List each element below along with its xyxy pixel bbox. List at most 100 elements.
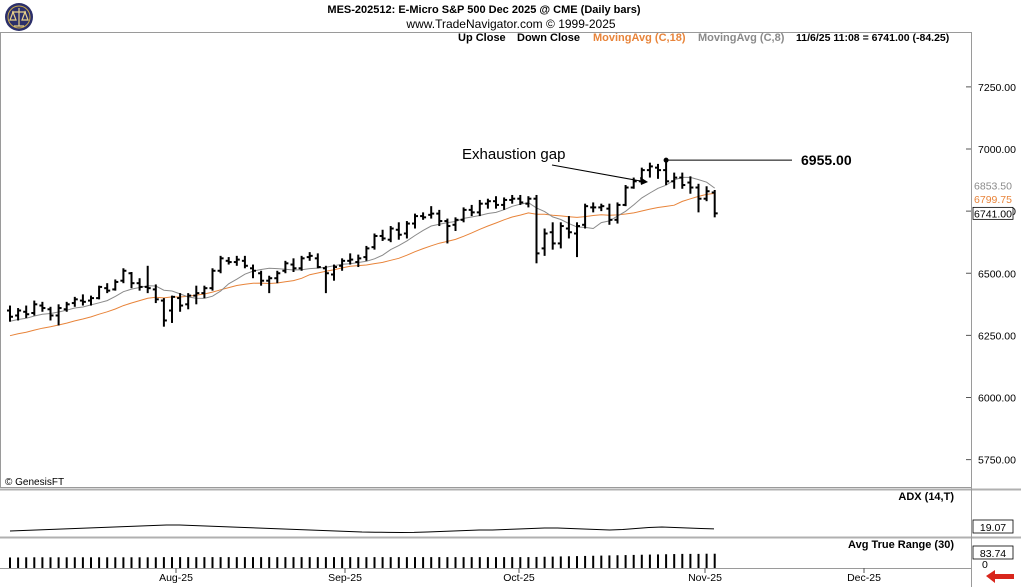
atr-value-box bbox=[972, 545, 1014, 560]
price-bar bbox=[517, 194, 524, 205]
y-tick-label: 6000.00 bbox=[978, 393, 1016, 405]
price-bar bbox=[598, 203, 605, 212]
price-bar bbox=[225, 257, 232, 265]
price-bar bbox=[152, 284, 159, 304]
price-bar bbox=[314, 253, 321, 269]
price-bar bbox=[274, 270, 281, 284]
adx-line bbox=[9, 524, 715, 534]
nav-arrow-icon[interactable] bbox=[986, 570, 1014, 583]
price-bar bbox=[339, 258, 346, 271]
price-bar bbox=[290, 258, 297, 273]
price-bar bbox=[582, 203, 589, 229]
price-readout: 11/6/25 11:08 = 6741.00 (-84.25) bbox=[796, 32, 949, 44]
price-bar bbox=[557, 222, 564, 249]
price-bar bbox=[112, 279, 119, 291]
price-label-ma8: 6853.50 bbox=[974, 180, 1012, 192]
price-bar bbox=[412, 213, 418, 229]
price-bar bbox=[444, 218, 451, 244]
price-bar bbox=[371, 233, 378, 250]
price-bar bbox=[39, 301, 46, 312]
x-tick-label: Nov-25 bbox=[688, 572, 722, 584]
price-bar bbox=[331, 264, 337, 281]
legend-up-close: Up Close bbox=[458, 32, 506, 44]
price-label-box bbox=[973, 192, 1013, 205]
price-panel-frame bbox=[0, 32, 972, 488]
legend-ma8: MovingAvg (C,8) bbox=[698, 32, 785, 44]
price-bar bbox=[31, 300, 38, 316]
price-bar bbox=[590, 202, 597, 213]
x-tick-label: Dec-25 bbox=[847, 572, 881, 584]
price-bar bbox=[96, 285, 103, 300]
price-bar bbox=[387, 226, 394, 243]
price-bar bbox=[88, 295, 94, 306]
price-bar bbox=[298, 255, 305, 271]
credit: © GenesisFT bbox=[5, 477, 64, 488]
price-label-box bbox=[972, 206, 1014, 220]
price-bar bbox=[695, 183, 702, 213]
price-bar bbox=[646, 162, 653, 178]
price-bar bbox=[355, 254, 362, 268]
logo bbox=[5, 3, 33, 31]
price-label-ma18: 6799.75 bbox=[974, 194, 1012, 206]
price-bar bbox=[403, 221, 410, 239]
price-bar bbox=[23, 305, 30, 318]
adx-last-value: 19.07 bbox=[980, 522, 1006, 534]
price-bar bbox=[468, 204, 475, 217]
y-tick-label: 7250.00 bbox=[978, 82, 1016, 94]
price-bar bbox=[671, 172, 678, 189]
price-bar bbox=[306, 252, 313, 261]
legend-ma18: MovingAvg (C,18) bbox=[593, 32, 686, 44]
price-bar bbox=[428, 206, 435, 219]
price-bar bbox=[565, 216, 572, 239]
annotation-arrow bbox=[551, 164, 647, 183]
price-bar bbox=[460, 207, 467, 223]
price-bar bbox=[687, 176, 694, 194]
price-bar bbox=[209, 268, 216, 291]
price-bar bbox=[55, 304, 62, 326]
price-bar bbox=[136, 278, 143, 291]
annotation-exhaustion-gap: Exhaustion gap bbox=[462, 146, 565, 163]
x-tick-label: Aug-25 bbox=[159, 572, 193, 584]
price-bar bbox=[201, 285, 208, 299]
y-tick-label: 6500.00 bbox=[978, 268, 1016, 280]
price-bar bbox=[241, 255, 248, 269]
price-bar bbox=[622, 185, 629, 207]
price-bar bbox=[79, 294, 86, 306]
price-bar bbox=[282, 260, 289, 274]
price-bar bbox=[436, 209, 443, 227]
adx-value-box bbox=[972, 519, 1014, 534]
ma8-line bbox=[9, 176, 715, 322]
price-bar bbox=[233, 255, 240, 266]
price-bar bbox=[549, 222, 556, 250]
price-bar bbox=[266, 275, 273, 294]
price-bar bbox=[493, 196, 499, 209]
copyright: www.TradeNavigator.com © 1999-2025 bbox=[405, 17, 615, 31]
price-bar bbox=[606, 203, 613, 225]
price-bar bbox=[71, 296, 78, 307]
price-bar bbox=[144, 265, 151, 294]
price-bar bbox=[160, 298, 167, 327]
price-bar bbox=[185, 293, 192, 310]
legend-down-close: Down Close bbox=[517, 32, 580, 44]
x-tick-label: Oct-25 bbox=[503, 572, 535, 584]
price-bar bbox=[509, 194, 516, 204]
price-bar bbox=[15, 308, 22, 321]
price-bar bbox=[193, 285, 200, 305]
chart-title: MES-202512: E-Micro S&P 500 Dec 2025 @ C… bbox=[327, 4, 640, 16]
price-bar bbox=[395, 222, 402, 240]
price-bar bbox=[452, 217, 459, 232]
y-tick-label: 7000.00 bbox=[978, 144, 1016, 156]
price-bar bbox=[258, 270, 265, 286]
annotation-high-value: 6955.00 bbox=[801, 152, 852, 168]
price-bar bbox=[541, 228, 548, 256]
price-bar bbox=[104, 283, 111, 294]
price-bar bbox=[120, 268, 127, 284]
price-bar bbox=[347, 253, 354, 265]
price-bar bbox=[363, 245, 370, 261]
price-bar bbox=[655, 163, 661, 179]
price-bar bbox=[63, 301, 70, 312]
price-bar bbox=[614, 202, 621, 224]
price-bar bbox=[679, 172, 686, 189]
atr-zero-label: 0 bbox=[982, 559, 988, 571]
